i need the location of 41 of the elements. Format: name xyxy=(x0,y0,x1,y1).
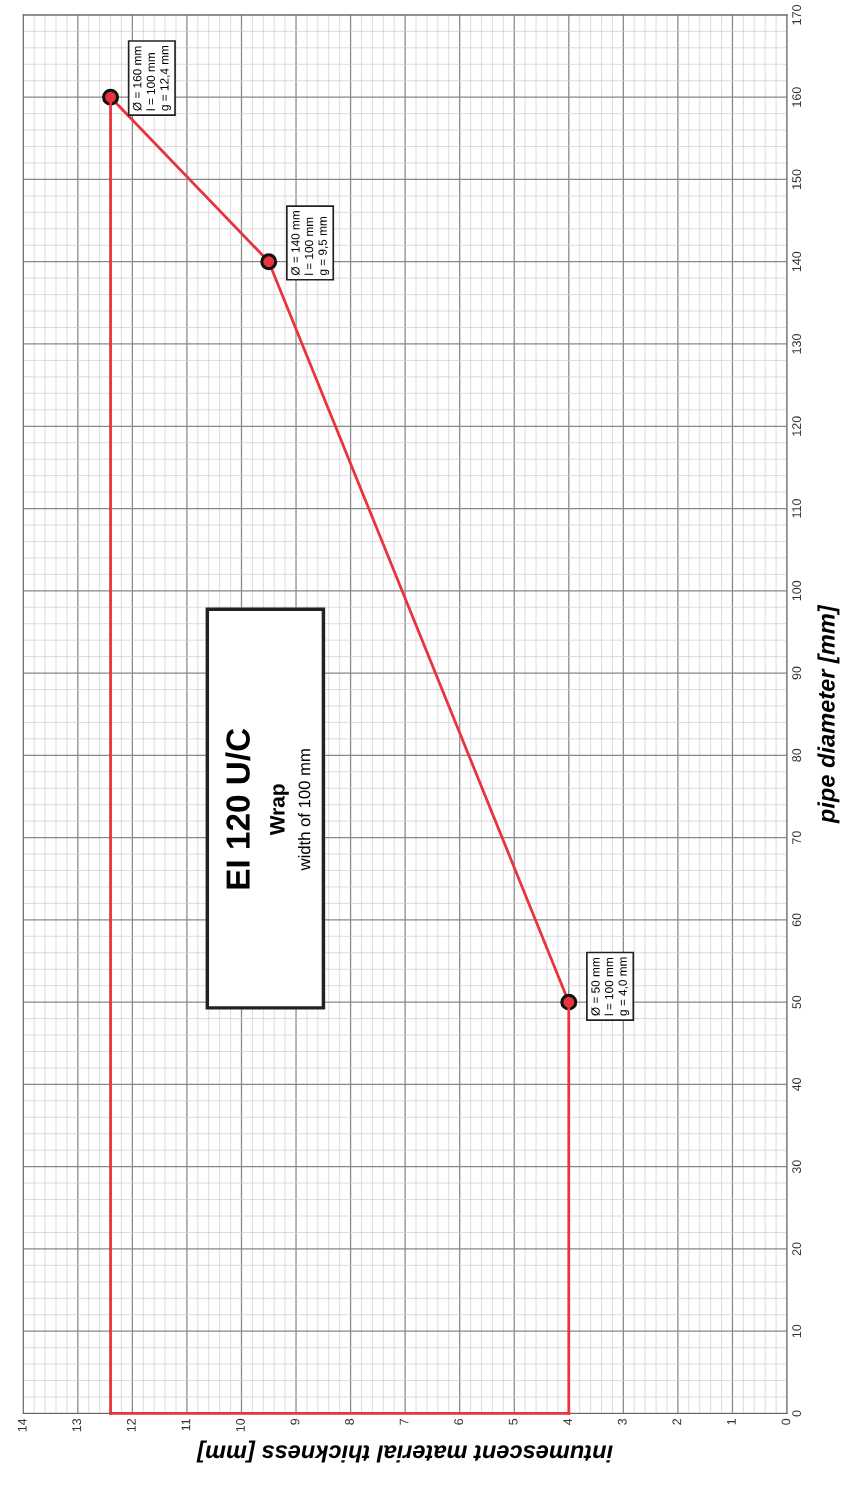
x-tick-label: 13 xyxy=(72,1418,82,1432)
x-tick-label: 8 xyxy=(345,1418,354,1425)
x-tick-label: 1 xyxy=(727,1418,736,1425)
y-tick-label: 130 xyxy=(792,334,802,354)
y-tick-label: 150 xyxy=(792,169,802,189)
y-tick-label: 80 xyxy=(792,748,802,762)
x-tick-label: 6 xyxy=(454,1418,464,1425)
x-tick-label: 4 xyxy=(563,1418,573,1425)
y-tick-label: 60 xyxy=(792,913,802,927)
y-tick-label: 110 xyxy=(792,499,802,518)
x-tick-label: 2 xyxy=(672,1418,682,1425)
y-tick-label: 0 xyxy=(792,1410,802,1417)
y-tick-label: 170 xyxy=(792,4,802,25)
annotation: EI 120 U/C xyxy=(225,728,251,889)
y-tick-label: 100 xyxy=(792,580,802,601)
y-tick-label: 30 xyxy=(792,1160,802,1174)
y-tick-label: 120 xyxy=(792,416,802,436)
x-tick-label: 7 xyxy=(399,1418,409,1425)
y-tick-label: 20 xyxy=(792,1242,802,1256)
y-tick-label: 10 xyxy=(792,1324,802,1338)
x-tick-label: 3 xyxy=(617,1418,627,1425)
x-tick-label: 11 xyxy=(181,1418,191,1431)
y-axis-title: pipe diameter [mm] xyxy=(817,604,840,824)
y-tick-label: 40 xyxy=(792,1077,802,1092)
x-tick-label: 5 xyxy=(508,1418,518,1425)
x-tick-label: 9 xyxy=(290,1418,300,1425)
annotation: Ø = 140 mm l = 100 mm g = 9,5 mm xyxy=(291,211,330,276)
y-tick-label: 140 xyxy=(792,251,802,272)
x-tick-label: 14 xyxy=(17,1418,27,1432)
x-tick-label: 12 xyxy=(126,1418,136,1432)
y-tick-label: 90 xyxy=(792,666,802,680)
annotation: Wrap xyxy=(270,784,289,836)
x-tick-label: 0 xyxy=(781,1418,791,1425)
y-tick-label: 160 xyxy=(792,87,802,107)
y-tick-label: 50 xyxy=(792,995,802,1009)
annotation: Ø = 160 mm l = 100 mm g = 12,4 mm xyxy=(132,45,171,111)
x-axis-title: intumescent material thickness [mm] xyxy=(196,1440,613,1463)
annotation: width of 100 mm xyxy=(298,749,311,871)
x-tick-label: 10 xyxy=(235,1418,245,1432)
y-tick-label: 70 xyxy=(792,831,802,844)
annotation: Ø = 50 mm l = 100 mm g = 4,0 mm xyxy=(591,957,630,1016)
